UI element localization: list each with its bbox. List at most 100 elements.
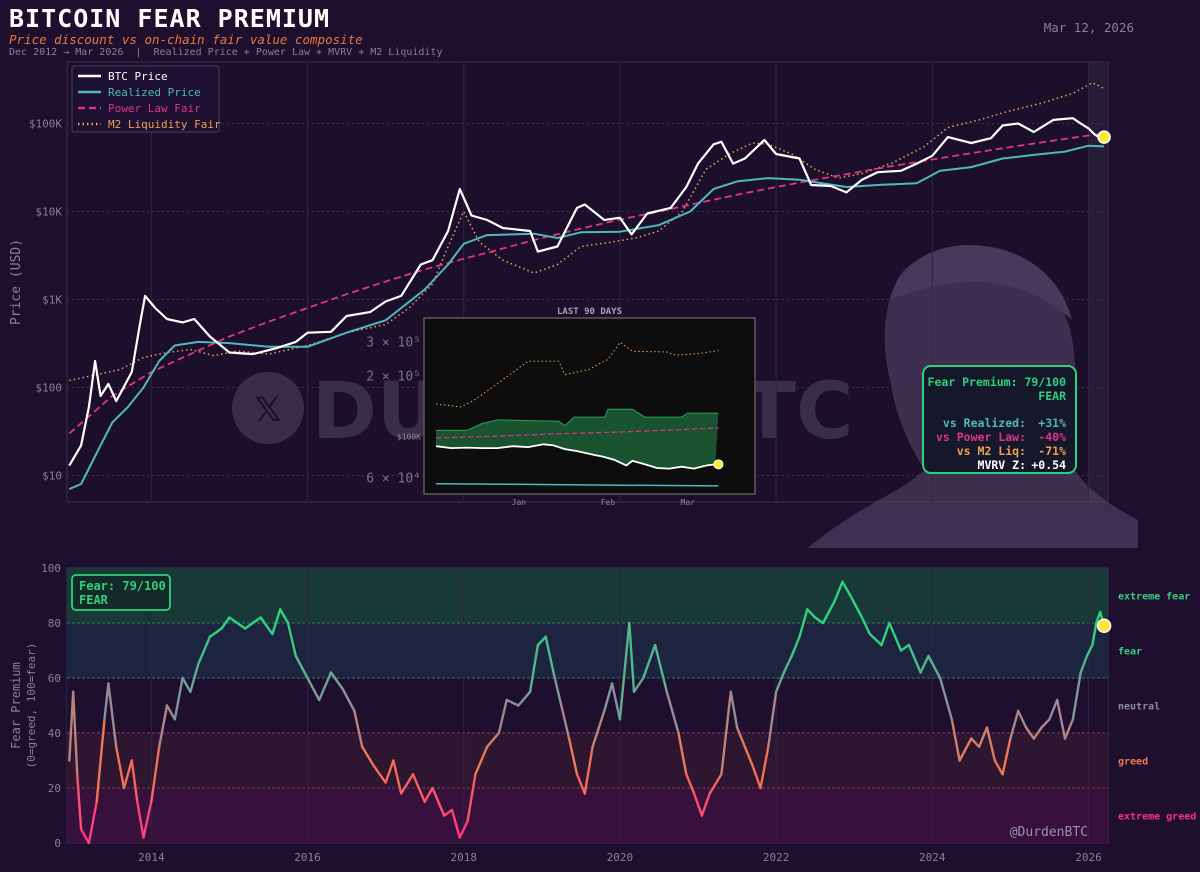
fear-line-segment [95, 718, 106, 803]
fear-ytick-label: 100 [41, 562, 61, 575]
fear-line-segment [1079, 654, 1089, 674]
price-current-marker [1097, 130, 1111, 144]
fear-xtick-label: 2022 [763, 851, 790, 864]
fear-line-segment [306, 676, 321, 702]
fear-line-segment [782, 654, 793, 674]
fear-line-segment [544, 635, 555, 674]
fear-line-segment [458, 819, 469, 839]
inset-series-btc-price [435, 443, 716, 470]
fear-line-segment [528, 643, 540, 693]
fear-line-segment [927, 654, 942, 680]
zone-label: extreme greed [1118, 812, 1196, 823]
fear-line-segment [1032, 726, 1043, 740]
inset-ytick-label: $100K [397, 432, 421, 441]
fear-ytick-label: 20 [48, 782, 61, 795]
fear-line-segment [583, 745, 594, 795]
fear-xtick-label: 2024 [919, 851, 946, 864]
fear-line-segment [1063, 718, 1075, 740]
fear-line-segment [919, 654, 930, 674]
inset-ytick-label: 3 × 10⁵ [366, 335, 421, 350]
inset-fear-band [436, 409, 719, 469]
fear-line-segment [136, 800, 145, 839]
fear-line-segment [196, 635, 212, 666]
price-series-m2-liquidity-fair [69, 82, 1105, 382]
legend-entry: Realized Price [108, 86, 201, 99]
fear-xtick-label: 2016 [294, 851, 321, 864]
fear-line-segment [759, 745, 770, 790]
score-row-value: +31% [1038, 416, 1066, 430]
fear-current-marker [1096, 618, 1112, 633]
fear-line-segment [907, 643, 922, 674]
score-row-label: MVRV Z: [978, 458, 1026, 472]
fear-line-segment [384, 759, 395, 784]
fear-line-segment [318, 671, 333, 702]
inset-xtick-label: Mar [681, 498, 696, 507]
fear-line-segment [165, 704, 177, 721]
price-ytick-label: $100K [29, 118, 62, 131]
fear-line-segment [685, 773, 696, 795]
price-series-realized-price [68, 144, 1105, 491]
fear-ytick-label: 60 [48, 672, 61, 685]
zone-band [67, 568, 1108, 623]
x-logo-icon: 𝕏 [254, 390, 281, 430]
fear-line-segment [888, 621, 903, 652]
fear-line-segment [806, 608, 817, 619]
fear-ytick-label: 80 [48, 617, 61, 630]
fear-line-segment [665, 690, 680, 735]
fear-line-segment [985, 726, 996, 762]
inset-series-power-law-fair [435, 427, 719, 439]
fear-line-segment [970, 737, 981, 748]
fear-line-segment [372, 764, 387, 784]
fear-line-segment [517, 690, 532, 707]
fear-badge-score: Fear: 79/100 [79, 579, 166, 593]
zone-label: extreme fear [1118, 592, 1190, 603]
fear-line-segment [849, 594, 864, 619]
fear-line-segment [700, 792, 711, 817]
fear-line-segment [958, 737, 973, 762]
fear-line-segment [361, 745, 376, 768]
score-panel-state: FEAR [1038, 389, 1066, 403]
inset-frame [423, 317, 756, 495]
score-row-label: vs Power Law: [936, 430, 1026, 444]
inset-series-realized-price [435, 482, 719, 487]
fear-line-segment [431, 786, 446, 817]
fear-ytick-label: 40 [48, 727, 61, 740]
fear-line-segment [341, 687, 356, 713]
fear-line-segment [751, 764, 762, 790]
fear-line-segment [466, 773, 477, 823]
fear-line-segment [1001, 737, 1012, 776]
fear-xtick-label: 2014 [138, 851, 165, 864]
inset-current-marker [713, 459, 724, 470]
price-ytick-label: $1K [42, 294, 62, 307]
legend-box [71, 65, 220, 133]
fear-line-segment [87, 800, 98, 845]
price-series-btc-price [68, 117, 1105, 467]
fear-line-segment [474, 745, 489, 776]
fear-badge-box [71, 574, 171, 611]
fear-line-segment [279, 608, 290, 625]
fear-line-segment [208, 627, 223, 638]
fear-line-segment [142, 800, 153, 839]
fear-line-segment [868, 632, 883, 647]
fear-line-segment [720, 690, 732, 776]
score-row-value: -40% [1038, 430, 1066, 444]
fear-line-segment [497, 698, 508, 735]
fear-line-segment [103, 682, 110, 721]
score-panel-box [922, 365, 1077, 474]
zone-band [67, 678, 1108, 733]
page-title: BITCOIN FEAR PREMIUM [9, 4, 331, 33]
score-row-label: vs Realized: [943, 416, 1026, 430]
fear-line-segment [329, 671, 344, 691]
fear-line-segment [632, 676, 645, 693]
score-row-label: vs M2 Liq: [957, 444, 1026, 458]
fear-line-segment [122, 759, 134, 790]
price-legend: BTC Price Realized Price Power Law Fair M2 … [71, 65, 221, 133]
fear-line-segment [536, 635, 547, 647]
fear-line-segment [1009, 709, 1020, 740]
fear-line-segment [642, 643, 657, 680]
price-series-power-law-fair [68, 132, 1105, 435]
fear-line-segment [1040, 718, 1051, 729]
fear-line-segment [743, 745, 754, 768]
score-row-value: +0.54 [1031, 458, 1066, 472]
